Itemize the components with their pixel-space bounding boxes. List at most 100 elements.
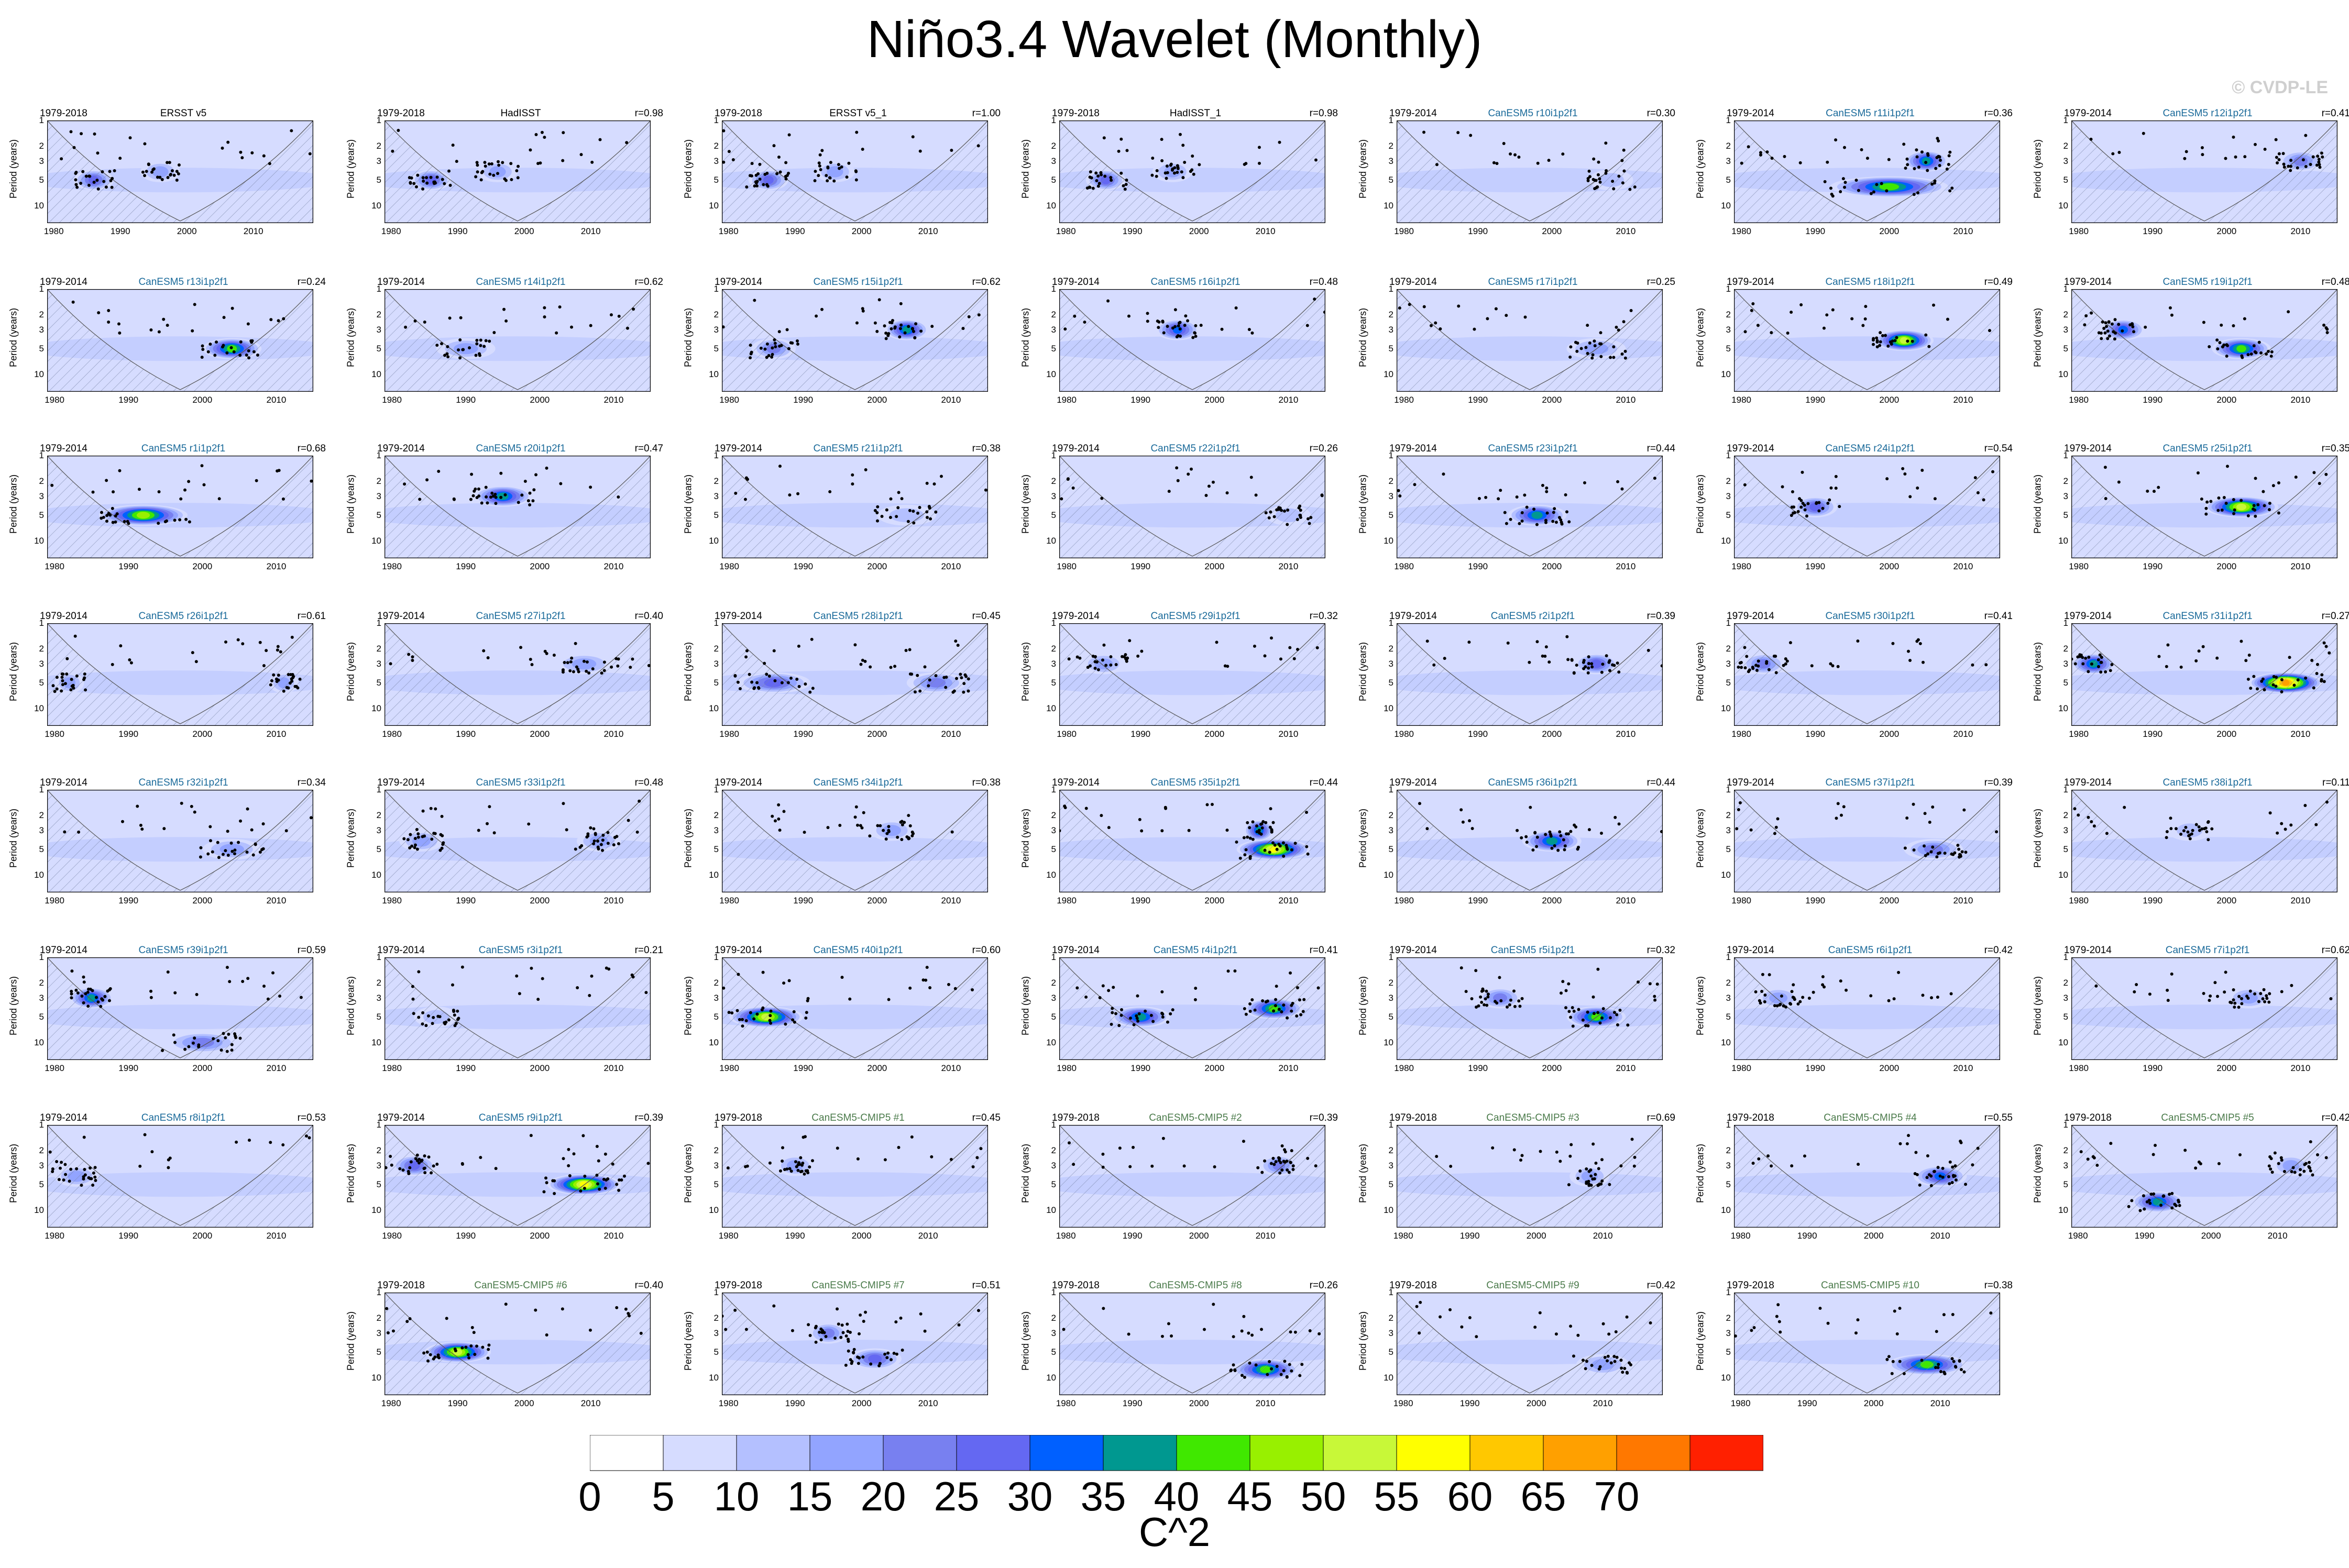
significance-dot xyxy=(1558,1160,1562,1163)
significance-dot xyxy=(1109,175,1113,179)
significance-dot xyxy=(184,517,188,521)
significance-dot xyxy=(1761,973,1764,976)
significance-dot xyxy=(778,1169,782,1173)
significance-dot xyxy=(1290,1009,1293,1013)
significance-dot xyxy=(1248,1361,1252,1365)
significance-dot xyxy=(910,1135,914,1139)
significance-dot xyxy=(1512,1148,1516,1152)
significance-dot xyxy=(213,354,217,357)
significance-dot xyxy=(282,317,286,321)
significance-dot xyxy=(2103,331,2107,335)
significance-dot xyxy=(1914,1151,1918,1154)
significance-dot xyxy=(2209,994,2212,998)
significance-dot xyxy=(1586,176,1590,180)
significance-dot xyxy=(258,641,262,644)
significance-dot xyxy=(1943,852,1947,855)
significance-dot xyxy=(2131,325,2135,328)
significance-dot xyxy=(1593,1177,1596,1180)
significance-dot xyxy=(2328,651,2331,655)
significance-dot xyxy=(884,332,888,335)
wavelet-panel: 1979-2018 CanESM5-CMIP5 #1 r=0.45 Period (y… xyxy=(680,1104,1005,1261)
significance-dot xyxy=(1173,325,1177,328)
significance-dot xyxy=(80,132,83,136)
significance-dot xyxy=(1831,308,1835,312)
wavelet-panel: 1979-2018 CanESM5-CMIP5 #7 r=0.51 Period (y… xyxy=(680,1272,1005,1429)
wavelet-panel: 1979-2018 CanESM5-CMIP5 #3 r=0.69 Period (y… xyxy=(1355,1104,1680,1261)
significance-dot xyxy=(574,847,577,851)
significance-dot xyxy=(63,830,67,834)
significance-dot xyxy=(2246,353,2250,357)
significance-dot xyxy=(2162,1194,2166,1198)
significance-dot xyxy=(137,488,141,491)
significance-dot xyxy=(2311,155,2315,159)
significance-dot xyxy=(1248,1010,1252,1013)
significance-dot xyxy=(1947,162,1950,166)
significance-dot xyxy=(1226,665,1230,668)
significance-dot xyxy=(1843,185,1847,189)
y-tick-label: 10 xyxy=(2058,200,2068,211)
significance-dot xyxy=(1932,303,1936,307)
significance-dot xyxy=(753,686,756,690)
panel-model-label: HadISST_1 xyxy=(1169,108,1222,119)
significance-dot xyxy=(1597,1167,1600,1171)
significance-dot xyxy=(1929,1174,1933,1178)
x-tick-label: 2010 xyxy=(941,896,961,906)
x-tick-label: 2010 xyxy=(2267,1231,2288,1241)
significance-dot xyxy=(1194,324,1198,327)
significance-dot xyxy=(2087,670,2090,673)
significance-dot xyxy=(2198,829,2201,832)
significance-dot xyxy=(1285,1160,1289,1163)
y-tick-label: 1 xyxy=(1388,450,1393,460)
significance-dot xyxy=(1959,1368,1963,1372)
significance-dot xyxy=(1842,146,1846,149)
panel-period-label: 1979-2014 xyxy=(40,777,87,788)
y-tick-label: 2 xyxy=(2063,644,2068,654)
significance-dot xyxy=(1289,1161,1292,1164)
x-tick-label: 2000 xyxy=(1879,561,1900,571)
significance-dot xyxy=(1230,1368,1233,1372)
wavelet-plot xyxy=(1059,289,1325,392)
significance-dot xyxy=(1523,493,1527,497)
significance-dot xyxy=(75,1167,79,1171)
significance-dot xyxy=(1591,995,1595,999)
significance-dot xyxy=(1282,1369,1286,1373)
significance-dot xyxy=(1060,497,1063,501)
significance-dot xyxy=(2316,154,2320,158)
wavelet-plot xyxy=(722,790,988,892)
x-tick-label: 2010 xyxy=(266,1231,287,1241)
significance-dot xyxy=(385,1307,389,1310)
significance-dot xyxy=(1533,831,1537,835)
x-tick-label: 1990 xyxy=(1468,395,1488,405)
y-tick-label: 10 xyxy=(371,869,381,880)
panel-period-label: 1979-2014 xyxy=(715,611,762,622)
significance-dot xyxy=(70,684,74,688)
significance-dot xyxy=(854,169,858,173)
significance-dot xyxy=(162,827,166,831)
significance-dot xyxy=(1598,342,1602,346)
significance-dot xyxy=(208,825,212,829)
significance-dot xyxy=(1169,162,1173,166)
significance-dot xyxy=(1817,509,1821,513)
significance-dot xyxy=(2113,337,2116,341)
significance-dot xyxy=(1803,508,1807,512)
significance-dot xyxy=(924,978,928,982)
significance-dot xyxy=(908,672,912,676)
significance-dot xyxy=(1908,658,1912,662)
wavelet-plot xyxy=(1397,1125,1663,1228)
significance-dot xyxy=(1554,1332,1558,1336)
significance-dot xyxy=(2289,823,2293,827)
significance-dot xyxy=(492,831,496,835)
significance-dot xyxy=(1612,1355,1616,1359)
significance-dot xyxy=(2157,655,2161,658)
significance-dot xyxy=(1916,638,1920,642)
significance-dot xyxy=(418,498,422,501)
significance-dot xyxy=(1207,484,1211,488)
significance-dot xyxy=(950,830,954,834)
significance-dot xyxy=(2208,345,2211,349)
significance-dot xyxy=(443,182,446,185)
significance-dot xyxy=(1408,303,1411,306)
significance-dot xyxy=(1151,1020,1155,1023)
y-tick-label: 1 xyxy=(1726,1287,1731,1297)
significance-dot xyxy=(1503,511,1507,514)
significance-dot xyxy=(423,834,426,838)
